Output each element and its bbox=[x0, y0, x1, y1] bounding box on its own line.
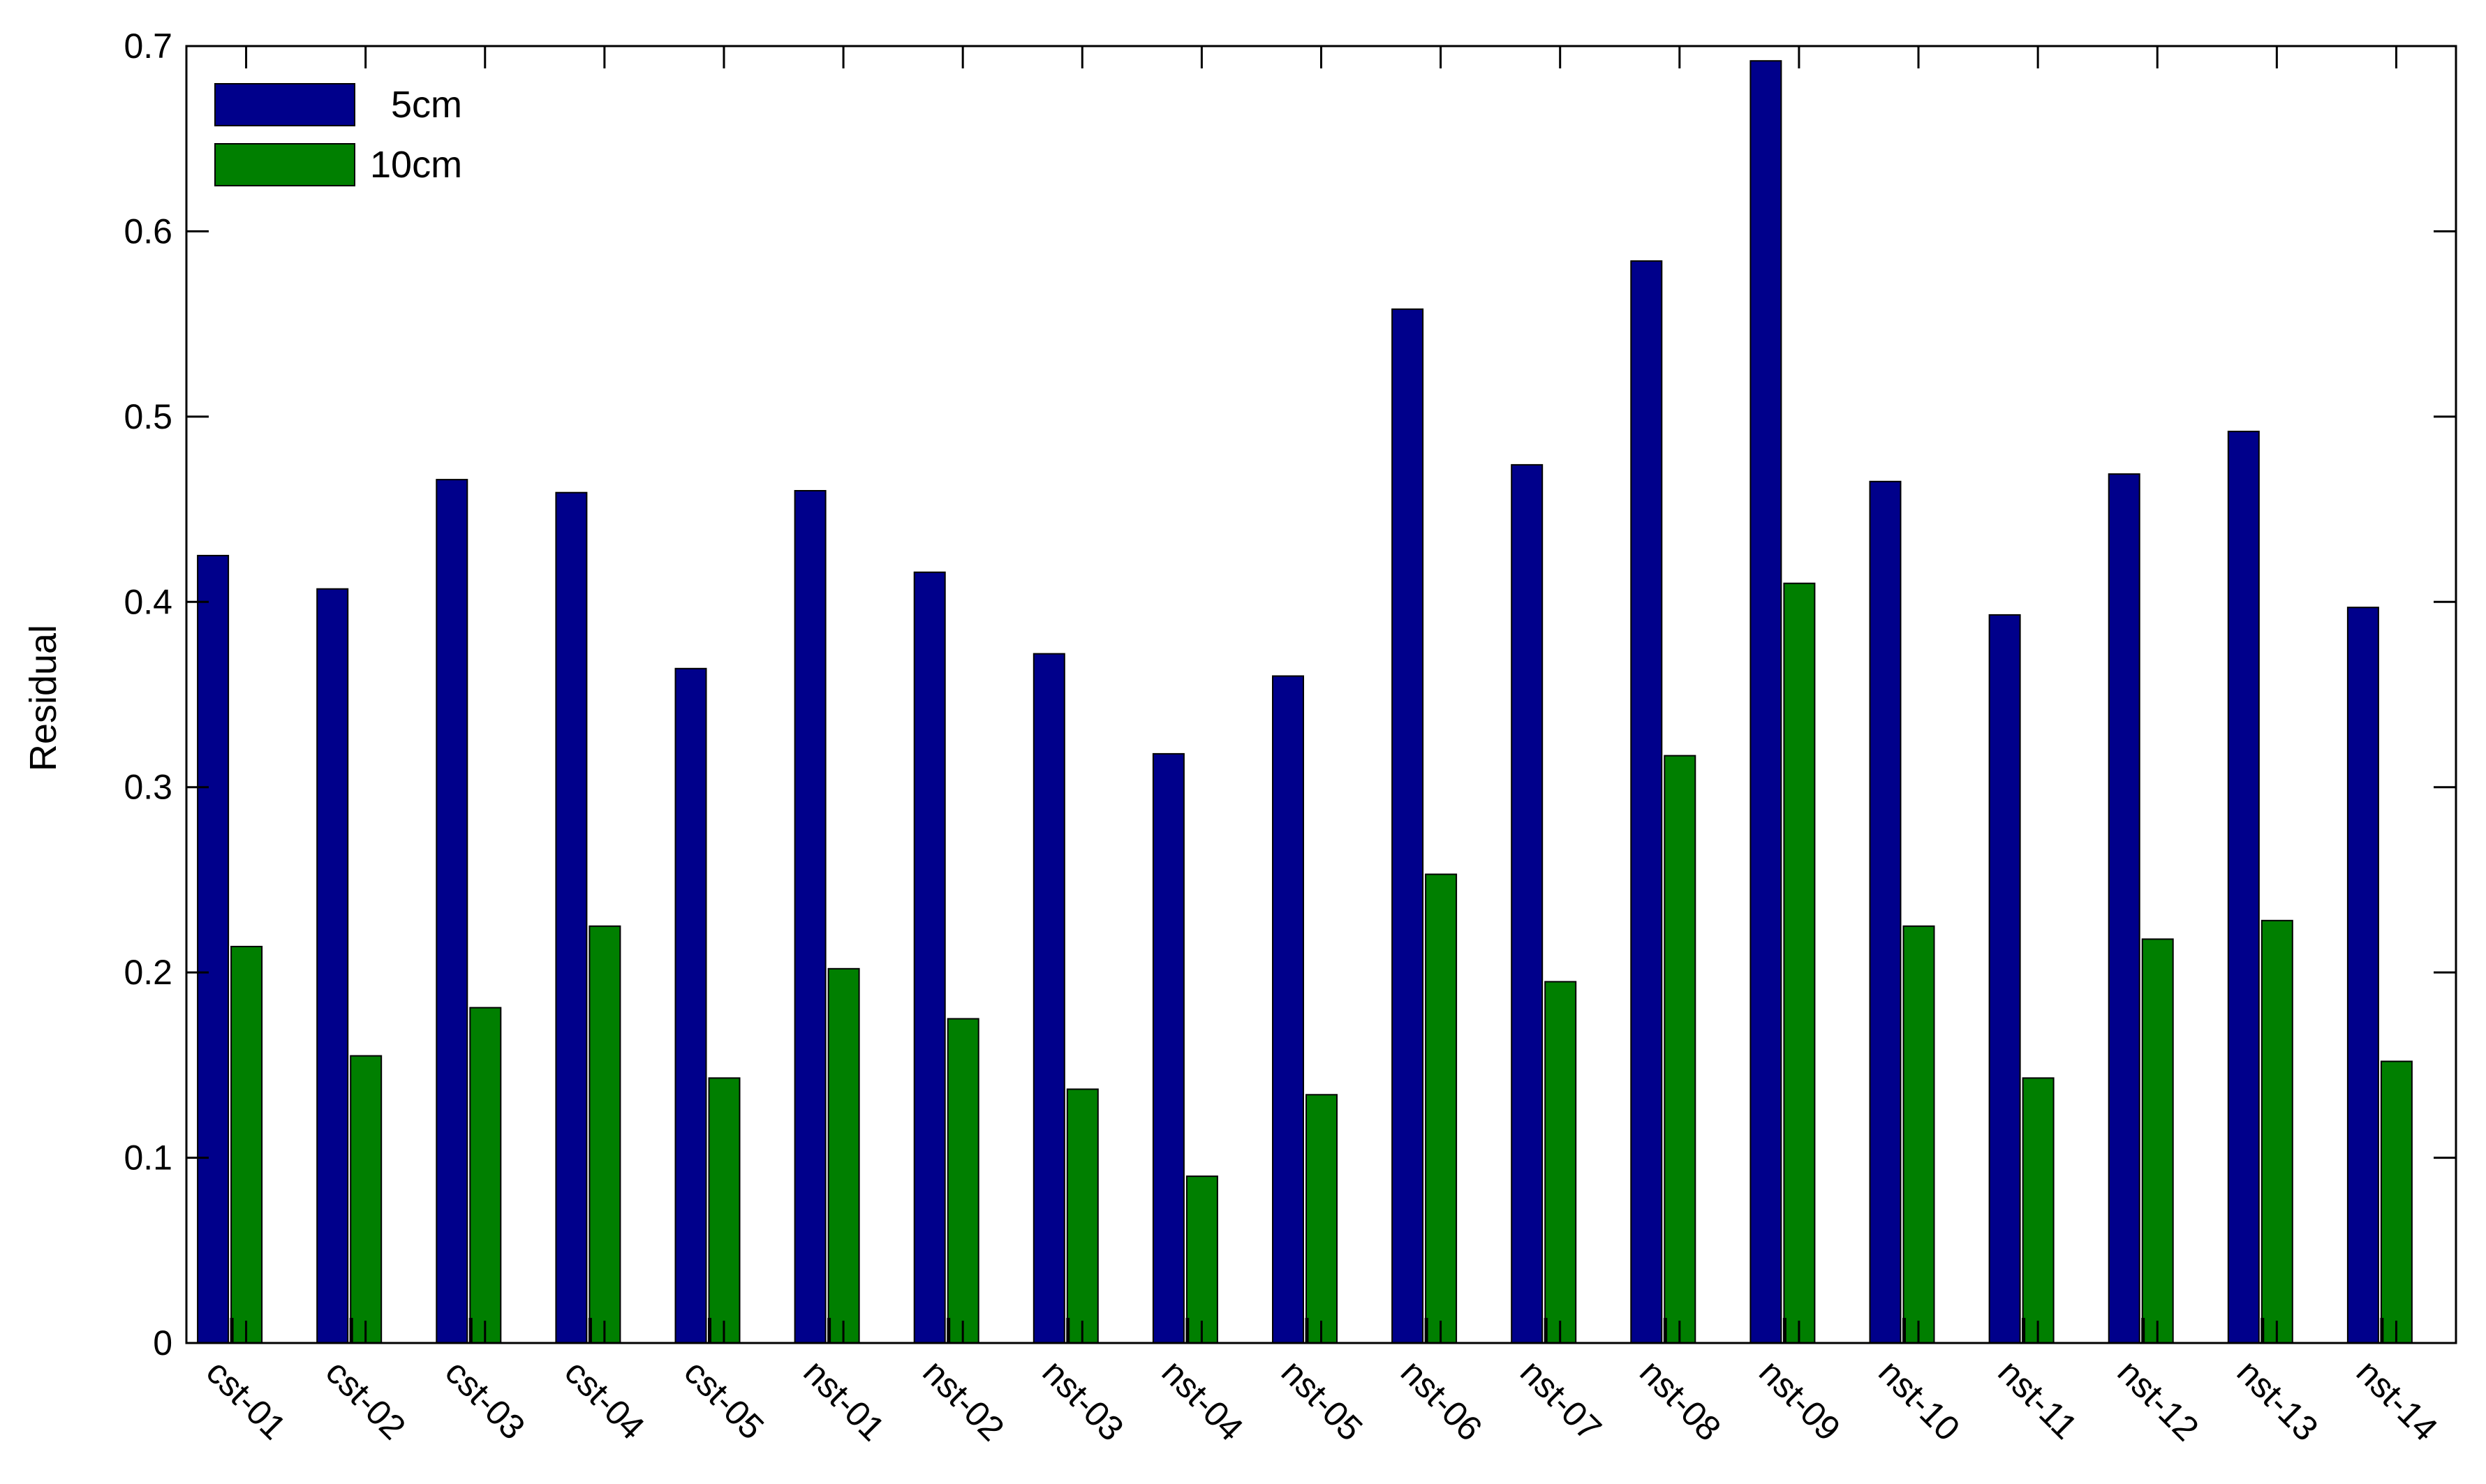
baseline-marker bbox=[1424, 1318, 1428, 1343]
bar-10cm-nst-04 bbox=[1185, 1175, 1218, 1344]
baseline-marker bbox=[1305, 1318, 1309, 1343]
bar-5cm-cst-01 bbox=[197, 554, 230, 1344]
baseline-marker bbox=[1066, 1318, 1070, 1343]
bar-5cm-nst-06 bbox=[1391, 308, 1424, 1344]
bar-10cm-nst-10 bbox=[1902, 925, 1935, 1344]
bar-5cm-nst-13 bbox=[2227, 431, 2260, 1344]
bar-10cm-cst-05 bbox=[708, 1077, 741, 1344]
y-tick-label: 0.4 bbox=[124, 582, 172, 621]
bar-10cm-cst-01 bbox=[230, 946, 263, 1344]
bar-5cm-cst-02 bbox=[316, 588, 349, 1344]
baseline-marker bbox=[468, 1318, 473, 1343]
baseline-marker bbox=[1902, 1318, 1906, 1343]
baseline-marker bbox=[2022, 1318, 2026, 1343]
bar-10cm-nst-07 bbox=[1544, 981, 1577, 1344]
ticks-group bbox=[186, 45, 2456, 1344]
bar-10cm-nst-05 bbox=[1305, 1094, 1338, 1344]
baseline-marker bbox=[1185, 1318, 1190, 1343]
y-tick-labels: 0 0.1 0.2 0.3 0.4 0.5 0.6 0.7 bbox=[124, 27, 172, 1363]
bar-5cm-nst-14 bbox=[2346, 607, 2379, 1344]
baseline-marker bbox=[1544, 1318, 1548, 1343]
bar-5cm-nst-08 bbox=[1630, 260, 1663, 1344]
bar-5cm-nst-12 bbox=[2108, 473, 2140, 1344]
bar-10cm-nst-06 bbox=[1425, 873, 1458, 1344]
baseline-marker bbox=[1782, 1318, 1786, 1343]
bar-5cm-nst-02 bbox=[913, 571, 946, 1344]
bar-5cm-nst-10 bbox=[1869, 480, 1902, 1344]
y-tick-label: 0.7 bbox=[124, 27, 172, 66]
baseline-marker bbox=[588, 1318, 592, 1343]
bar-5cm-nst-04 bbox=[1152, 752, 1185, 1344]
bar-10cm-nst-08 bbox=[1664, 755, 1696, 1344]
bar-5cm-nst-05 bbox=[1272, 675, 1304, 1344]
bar-10cm-nst-03 bbox=[1066, 1088, 1099, 1344]
baseline-marker bbox=[827, 1318, 831, 1343]
baseline-marker bbox=[230, 1318, 234, 1343]
baseline-marker bbox=[1663, 1318, 1667, 1343]
baseline-marker bbox=[947, 1318, 951, 1343]
legend-swatch-10cm bbox=[214, 143, 355, 186]
y-tick-label: 0.6 bbox=[124, 212, 172, 251]
bar-10cm-cst-04 bbox=[589, 925, 621, 1344]
legend-label-5cm: 5cm bbox=[391, 84, 462, 126]
y-tick-label: 0 bbox=[153, 1323, 172, 1363]
y-axis-title: Residual bbox=[22, 625, 64, 771]
legend-label-10cm: 10cm bbox=[370, 144, 462, 186]
bar-10cm-nst-02 bbox=[947, 1018, 979, 1344]
y-tick-label: 0.1 bbox=[124, 1138, 172, 1178]
y-tick-label: 0.3 bbox=[124, 768, 172, 807]
baseline-marker bbox=[349, 1318, 353, 1343]
bar-10cm-nst-11 bbox=[2022, 1077, 2055, 1344]
bar-5cm-nst-01 bbox=[794, 490, 827, 1344]
bar-10cm-cst-02 bbox=[350, 1055, 383, 1344]
bar-5cm-cst-04 bbox=[555, 491, 588, 1344]
baseline-marker bbox=[708, 1318, 711, 1343]
baseline-marker bbox=[2141, 1318, 2145, 1343]
bar-10cm-cst-03 bbox=[469, 1007, 502, 1344]
bar-10cm-nst-14 bbox=[2380, 1060, 2413, 1344]
bars-group bbox=[197, 60, 2413, 1344]
bar-5cm-nst-03 bbox=[1033, 653, 1065, 1344]
baseline-marker bbox=[2261, 1318, 2265, 1343]
y-tick-label: 0.2 bbox=[124, 953, 172, 992]
y-tick-label: 0.5 bbox=[124, 397, 172, 436]
bar-10cm-nst-01 bbox=[827, 967, 860, 1344]
baseline-marker bbox=[2380, 1318, 2384, 1343]
bar-10cm-nst-12 bbox=[2141, 938, 2174, 1344]
bar-10cm-nst-09 bbox=[1783, 582, 1816, 1344]
bar-5cm-cst-05 bbox=[674, 667, 707, 1344]
bar-5cm-cst-03 bbox=[436, 479, 468, 1344]
legend-swatch-5cm bbox=[214, 83, 355, 126]
bar-10cm-nst-13 bbox=[2261, 919, 2293, 1344]
legend: 5cm 10cm bbox=[214, 83, 462, 186]
bar-5cm-nst-11 bbox=[1988, 614, 2021, 1344]
bar-5cm-nst-09 bbox=[1749, 60, 1782, 1344]
bar-5cm-nst-07 bbox=[1511, 463, 1544, 1344]
